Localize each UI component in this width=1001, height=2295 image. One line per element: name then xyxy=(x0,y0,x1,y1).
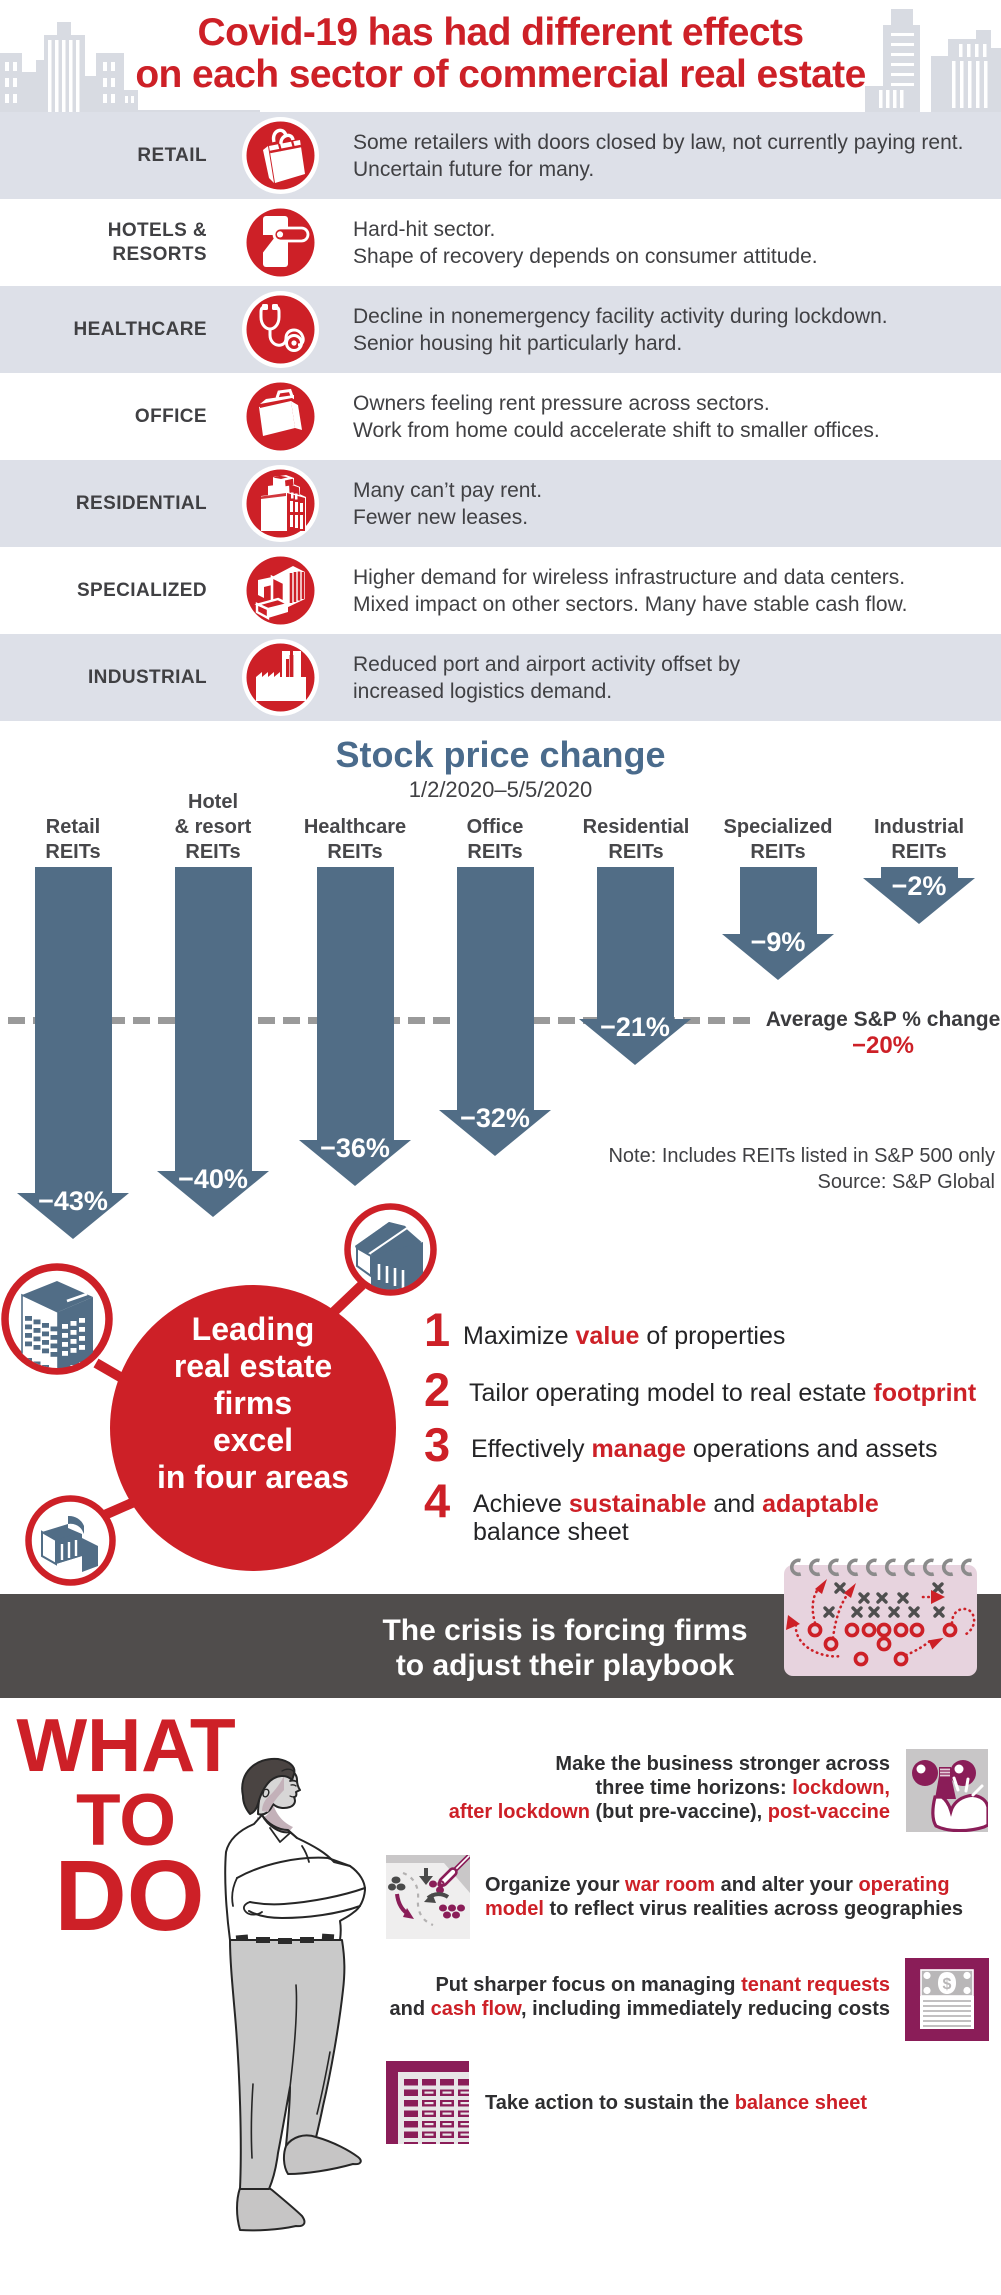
svg-text:$: $ xyxy=(943,1976,952,1993)
